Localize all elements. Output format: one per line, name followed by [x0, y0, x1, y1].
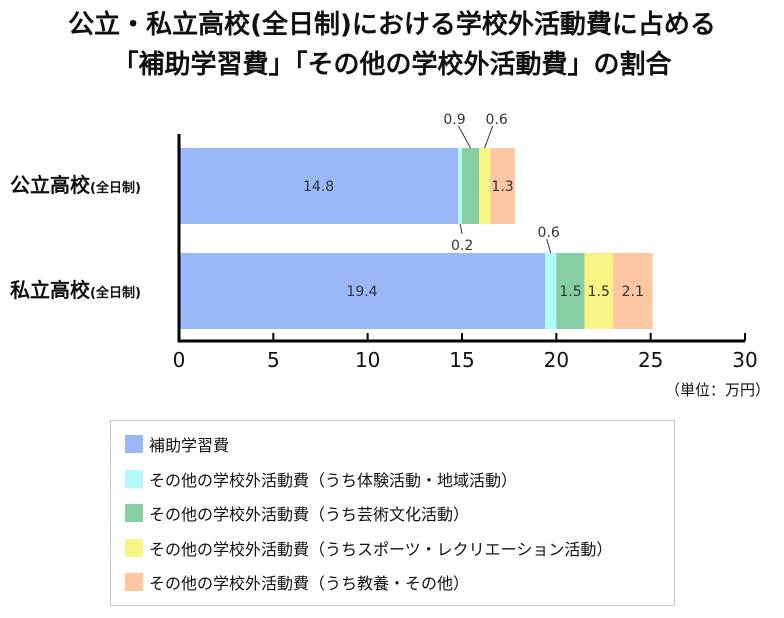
category-label-1: 公立高校(全日制) — [10, 173, 141, 197]
legend-label-4: その他の学校外活動費（うちスポーツ・レクリエーション活動） — [149, 539, 613, 559]
legend-swatch-1 — [125, 435, 143, 453]
legend-item-2: その他の学校外活動費（うち体験活動・地域活動） — [125, 466, 517, 492]
legend-item-4: その他の学校外活動費（うちスポーツ・レクリエーション活動） — [125, 535, 612, 561]
x-tick-label-0: 0 — [173, 348, 186, 372]
bar-segment-1-3 — [462, 148, 479, 224]
legend-swatch-4 — [125, 538, 143, 557]
legend-item-5: その他の学校外活動費（うち教養・その他） — [125, 569, 469, 595]
bar-segment-2-2 — [545, 253, 557, 329]
unit-label: （単位：万円） — [665, 381, 770, 399]
bar-segment-1-4 — [478, 148, 491, 224]
bar-chart: 公立高校(全日制) 14.8 0.2 0.9 0.6 1.3 私立高校(全日制) 19.4 0.… — [10, 112, 770, 399]
legend-swatch-2 — [125, 469, 143, 488]
leader-line-1-3 — [458, 125, 471, 149]
chart-title-line-2: 「補助学習費」「その他の学校外活動費」の割合 — [112, 50, 672, 80]
x-tick-label-5: 5 — [267, 348, 280, 372]
bar-segment-1-1 — [179, 148, 459, 224]
value-label-1-1: 14.8 — [303, 179, 334, 195]
value-label-2-1: 19.4 — [346, 284, 377, 300]
bar-segment-1-2 — [458, 148, 462, 224]
bar-segment-1-5 — [490, 148, 515, 224]
legend-item-3: その他の学校外活動費（うち芸術文化活動） — [125, 500, 469, 526]
value-label-1-2: 0.2 — [451, 238, 473, 254]
legend-swatch-3 — [125, 504, 143, 522]
leader-line-1-2 — [459, 223, 463, 235]
bar-segment-2-5 — [612, 253, 653, 329]
chart-title-line-1: 公立・私立高校(全日制)における学校外活動費に占める — [68, 10, 716, 40]
value-label-2-5: 2.1 — [622, 284, 644, 300]
legend-label-2: その他の学校外活動費（うち体験活動・地域活動） — [149, 470, 518, 490]
x-tick-label-15: 15 — [449, 348, 474, 372]
value-label-2-4: 1.5 — [588, 284, 610, 300]
leader-line-1-4 — [484, 125, 494, 149]
value-label-1-5: 1.3 — [491, 179, 513, 195]
chart-legend: 補助学習費その他の学校外活動費（うち体験活動・地域活動） その他の学校外活動費（う… — [110, 420, 675, 606]
legend-label-3: その他の学校外活動費（うち芸術文化活動） — [149, 505, 470, 524]
value-label-1-4: 0.6 — [486, 112, 508, 128]
x-tick-label-30: 30 — [732, 348, 757, 372]
value-label-1-3: 0.9 — [443, 112, 465, 128]
category-label-2: 私立高校(全日制) — [10, 278, 141, 302]
bar-segment-2-1 — [179, 253, 546, 329]
bar-segment-2-4 — [584, 253, 613, 329]
legend-label-1: 補助学習費 — [149, 436, 230, 455]
legend-swatch-5 — [125, 573, 143, 591]
bar-segment-2-3 — [556, 253, 585, 329]
x-tick-label-10: 10 — [355, 348, 380, 372]
legend-label-5: その他の学校外活動費（うち教養・その他） — [149, 574, 470, 593]
leader-line-2-2 — [546, 238, 552, 254]
x-tick-label-20: 20 — [544, 348, 569, 372]
x-tick-label-25: 25 — [638, 348, 663, 372]
value-label-2-2: 0.6 — [538, 225, 560, 241]
value-label-2-3: 1.5 — [559, 284, 581, 300]
legend-item-1: 補助学習費 — [125, 431, 229, 457]
